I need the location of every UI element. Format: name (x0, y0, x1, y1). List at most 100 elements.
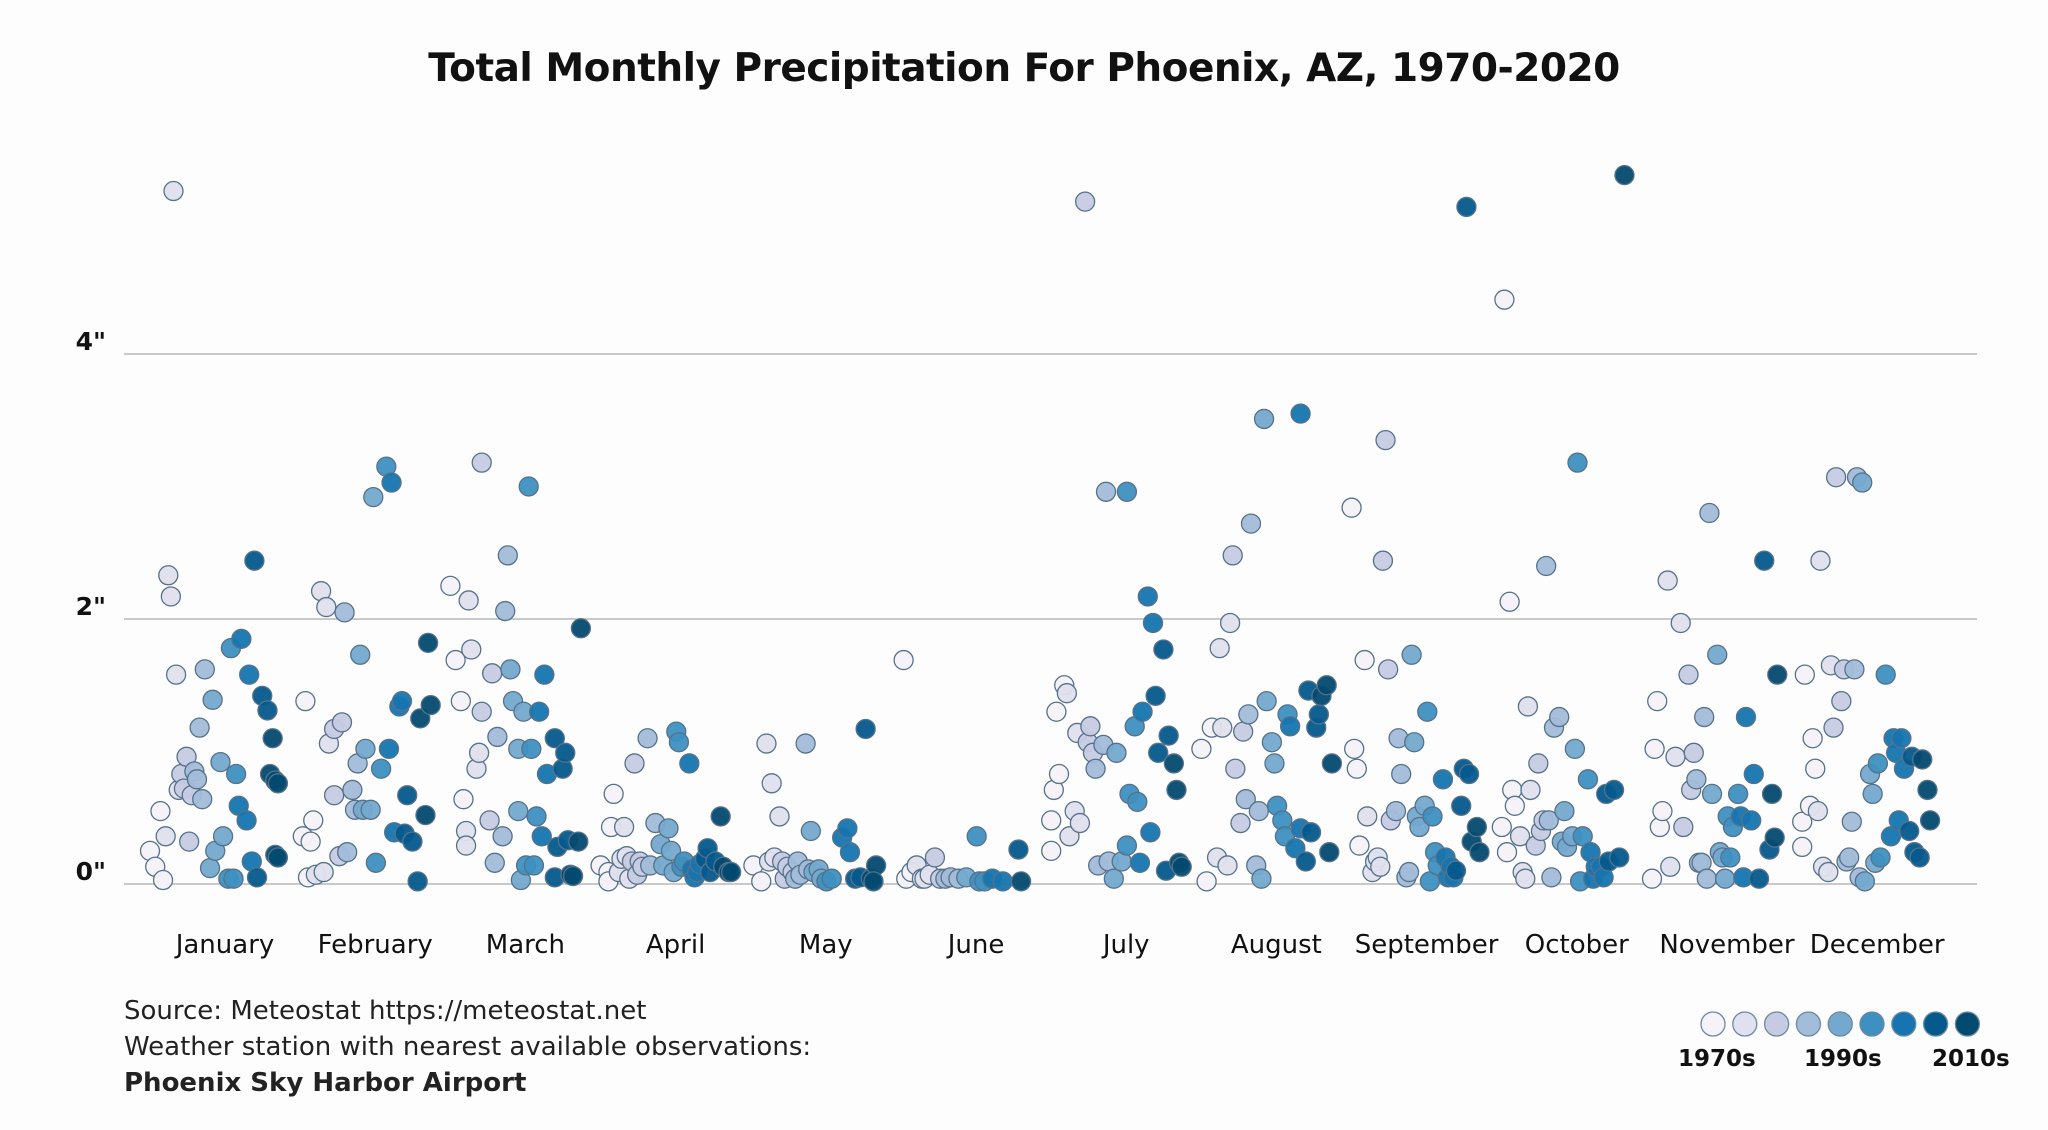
data-point (508, 800, 529, 822)
data-point (152, 869, 174, 891)
legend-label-2010s: 2010s (1932, 1046, 2010, 1072)
data-point (1357, 806, 1378, 827)
data-point (445, 649, 466, 671)
data-point (668, 732, 690, 753)
data-point (660, 840, 682, 862)
data-point (1794, 664, 1815, 685)
data-point (1720, 847, 1741, 868)
data-point (1614, 164, 1635, 186)
data-point (410, 708, 431, 729)
data-point (210, 751, 231, 773)
data-point (1696, 868, 1717, 889)
data-point (613, 816, 635, 838)
data-point (1917, 779, 1938, 801)
data-point (1652, 800, 1673, 822)
data-point (1137, 586, 1158, 607)
data-point (370, 758, 392, 779)
data-point (468, 742, 490, 763)
data-point (450, 691, 471, 712)
data-point (482, 663, 503, 684)
data-point (1341, 497, 1362, 518)
legend-label-1990s: 1990s (1804, 1046, 1882, 1072)
data-point (1912, 749, 1933, 770)
data-point (461, 639, 482, 660)
data-point (795, 733, 816, 754)
data-point (1398, 861, 1420, 883)
data-point (231, 628, 252, 650)
data-point (1196, 871, 1217, 892)
data-point (1253, 408, 1275, 430)
data-point (1469, 842, 1490, 863)
data-point (165, 664, 187, 685)
data-point (1499, 591, 1520, 612)
data-point (562, 865, 584, 887)
data-point (223, 868, 244, 889)
data-point (192, 789, 213, 810)
month-label: July (1101, 930, 1150, 960)
data-point (471, 452, 492, 473)
data-point (1321, 753, 1343, 774)
data-point (534, 664, 555, 685)
data-point (568, 831, 589, 852)
data-point (821, 868, 842, 889)
data-point (1743, 763, 1764, 785)
y-tick-label: 0" (76, 857, 106, 886)
data-point (1657, 570, 1678, 591)
data-point (637, 728, 658, 749)
data-point (1831, 691, 1852, 712)
y-tick-label: 2" (76, 592, 106, 621)
data-point (1256, 691, 1277, 712)
data-point (212, 826, 234, 847)
data-point (1456, 196, 1477, 218)
data-point (1909, 847, 1930, 868)
data-point (1701, 783, 1723, 805)
data-point (1056, 683, 1078, 704)
data-point (350, 644, 371, 665)
data-point (966, 826, 987, 847)
data-point (316, 596, 337, 618)
data-point (1140, 822, 1161, 843)
data-point (158, 565, 179, 586)
data-point (1761, 783, 1783, 805)
data-point (150, 800, 171, 822)
data-point (492, 826, 513, 847)
data-point (1391, 763, 1412, 785)
data-point (1528, 753, 1549, 774)
data-point (720, 861, 742, 883)
month-label: December (1810, 930, 1945, 960)
data-point (1103, 868, 1124, 889)
source-note: Source: Meteostat https://meteostat.net (124, 996, 647, 1026)
data-point (360, 799, 381, 820)
data-point (262, 728, 283, 749)
data-point (1422, 806, 1443, 827)
chart-title: Total Monthly Precipitation For Phoenix,… (428, 46, 1620, 91)
data-point (518, 476, 539, 497)
data-point (1891, 728, 1912, 749)
data-point (1401, 644, 1422, 665)
data-point (1549, 706, 1570, 728)
data-point (1148, 742, 1169, 763)
data-point (1870, 847, 1891, 868)
data-point (1145, 685, 1166, 706)
data-point (526, 806, 547, 827)
data-point (1264, 753, 1285, 774)
data-point (863, 871, 884, 892)
data-point (1279, 716, 1301, 737)
data-point (1375, 429, 1396, 451)
data-point (1520, 779, 1541, 801)
month-label: February (318, 930, 433, 960)
data-point (658, 818, 679, 839)
data-point (420, 694, 441, 716)
data-point (1409, 816, 1430, 838)
data-point (1166, 779, 1187, 801)
data-point (303, 810, 324, 831)
data-point (679, 753, 700, 774)
data-point (1665, 746, 1686, 767)
data-point (402, 831, 423, 852)
data-point (1515, 868, 1536, 889)
month-labels: January February March April May June July Augu… (174, 930, 1945, 960)
data-point (497, 545, 518, 566)
data-point (313, 861, 334, 883)
data-point (1458, 763, 1480, 785)
